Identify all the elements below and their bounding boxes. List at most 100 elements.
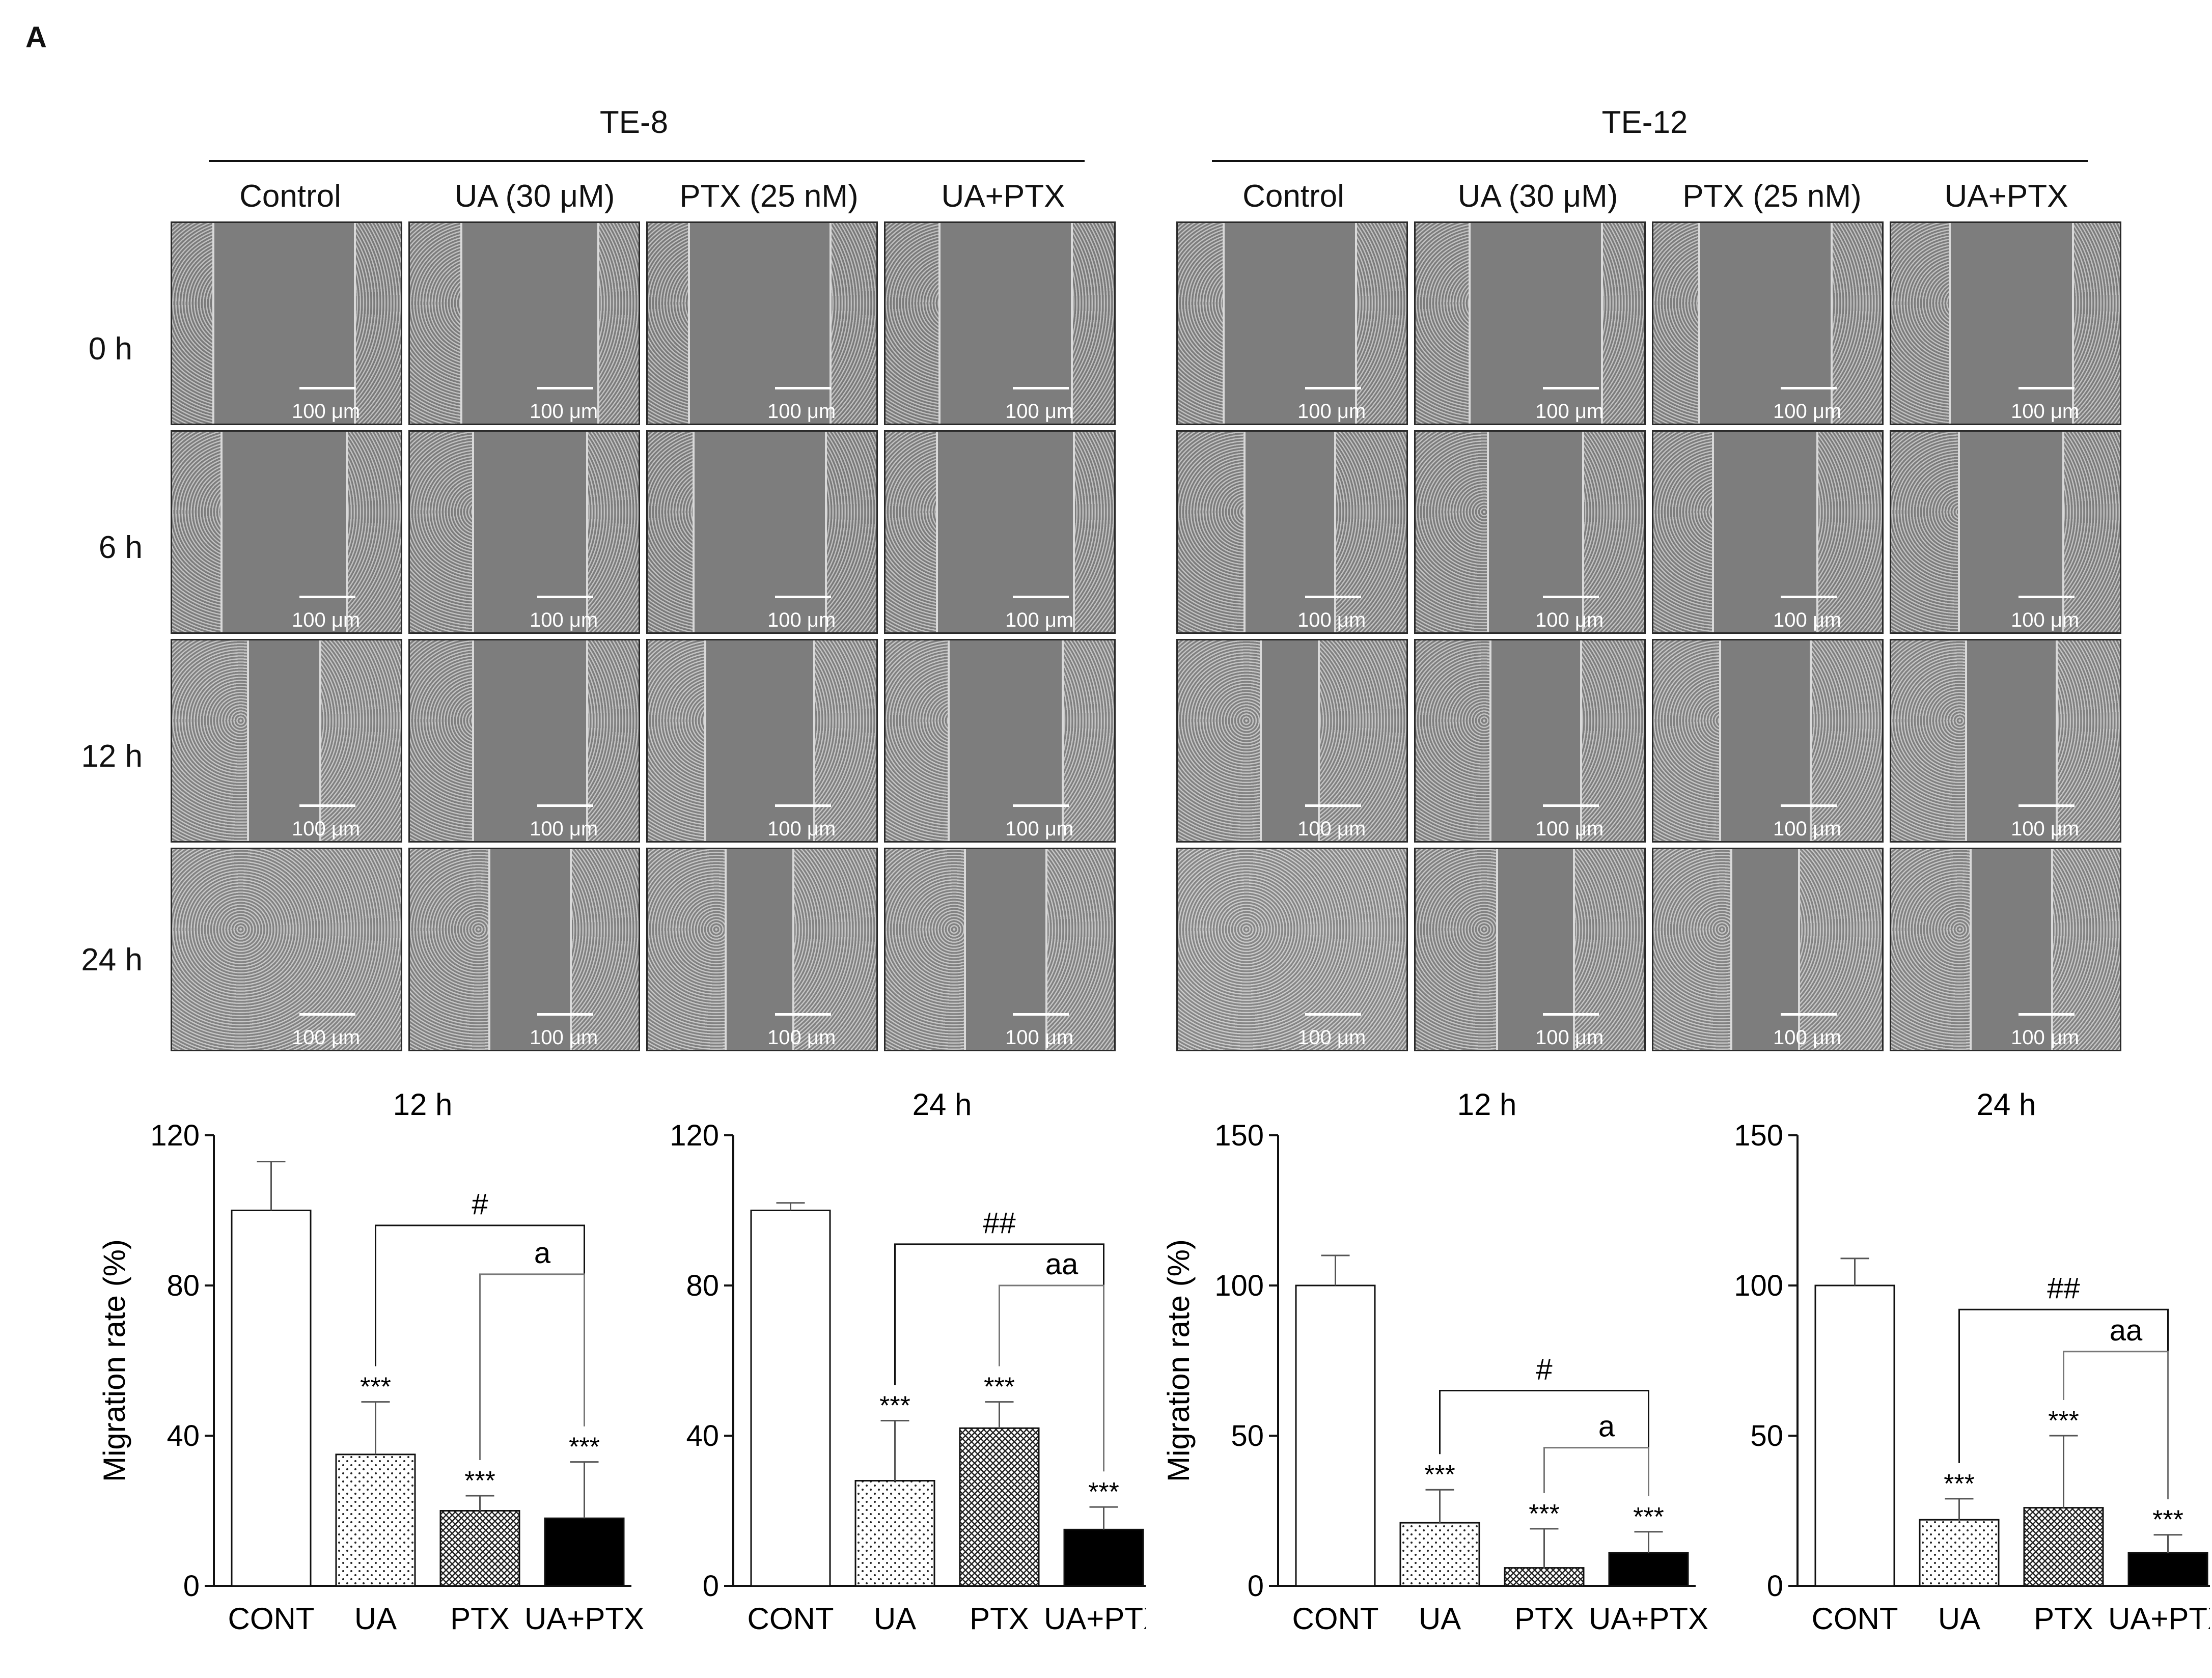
micrograph-te-8-r1-c3: 100 μm [884, 430, 1116, 634]
x-tick-label: UA+PTX [1044, 1602, 1146, 1636]
wound-gap [964, 849, 1047, 1050]
y-tick-label: 150 [1734, 1119, 1783, 1152]
wound-edge [1573, 849, 1575, 1050]
bracket-label: aa [2110, 1314, 2143, 1347]
scale-bar [1013, 1013, 1069, 1016]
scale-bar-label: 100 μm [767, 1026, 836, 1049]
wound-edge [1601, 223, 1603, 424]
bar-ua-ptx [544, 1517, 625, 1587]
scale-bar [1305, 596, 1361, 598]
wound-edge [936, 432, 938, 632]
micrograph-te-8-r3-c0: 100 μm [171, 848, 402, 1051]
scale-bar-label: 100 μm [292, 1026, 361, 1049]
col-label-te12-ptx: PTX (25 nM) [1682, 179, 1862, 214]
scale-bar [775, 596, 831, 598]
significance-bracket [1439, 1390, 1649, 1496]
scale-bar-label: 100 μm [2011, 400, 2080, 423]
wound-edge [488, 849, 490, 1050]
wound-gap [1719, 640, 1812, 841]
micrograph-te-8-r3-c3: 100 μm [884, 848, 1116, 1051]
micrograph-te-8-r1-c1: 100 μm [408, 430, 640, 634]
x-tick-label: PTX [970, 1602, 1029, 1636]
wound-edge [2062, 432, 2064, 632]
row-label-12h: 12 h [81, 739, 143, 774]
scale-bar-label: 100 μm [1773, 400, 1842, 423]
significance-bracket [479, 1273, 585, 1460]
bar-ua-ptx [1608, 1552, 1689, 1587]
wound-edge [1970, 849, 1972, 1050]
wound-edge [830, 223, 832, 424]
wound-edge [1496, 849, 1498, 1050]
scale-bar-label: 100 μm [767, 400, 836, 423]
col-label-te8-uaptx: UA+PTX [941, 179, 1065, 214]
scale-bar [1543, 1013, 1599, 1016]
scale-bar [775, 804, 831, 807]
wound-gap [938, 223, 1073, 424]
wound-gap [1712, 432, 1818, 632]
micrograph-grid-te12: 100 μm 100 μm 100 μm 100 μm 100 μm 100 μm 100 … [1176, 221, 2131, 1056]
x-tick-label: CONT [228, 1602, 315, 1636]
wound-edge [354, 223, 356, 424]
wound-gap [1260, 640, 1320, 841]
wound-edge [1334, 432, 1336, 632]
wound-edge [220, 432, 223, 632]
wound-edge [1489, 640, 1491, 841]
wound-edge [693, 432, 695, 632]
scale-bar [1543, 596, 1599, 598]
scale-bar [299, 596, 355, 598]
scale-bar-label: 100 μm [530, 609, 598, 631]
scale-bar [537, 596, 593, 598]
micrograph-te-8-r2-c0: 100 μm [171, 639, 402, 843]
wound-edge [570, 849, 572, 1050]
scale-bar-label: 100 μm [530, 400, 598, 423]
wound-gap [472, 432, 588, 632]
significance-bracket [999, 1284, 1104, 1472]
bar-cont [1295, 1284, 1376, 1587]
micrograph-te-12-r2-c0: 100 μm [1176, 639, 1408, 843]
wound-gap [212, 223, 356, 424]
micrograph-te-12-r3-c0: 100 μm [1176, 848, 1408, 1051]
micrograph-grid-te8: 100 μm 100 μm 100 μm 100 μm 100 μm 100 μm 100 … [171, 221, 1125, 1056]
scale-bar [299, 1013, 355, 1016]
micrograph-te-12-r2-c2: 100 μm [1652, 639, 1884, 843]
wound-gap [1698, 223, 1833, 424]
bar-cont [1814, 1284, 1895, 1587]
scale-bar [775, 1013, 831, 1016]
micrograph-te-8-r2-c1: 100 μm [408, 639, 640, 843]
scale-bar-label: 100 μm [292, 400, 361, 423]
scale-bar [1013, 387, 1069, 389]
scale-bar-label: 100 μm [2011, 609, 2080, 631]
scale-bar [537, 804, 593, 807]
wound-edge [1355, 223, 1357, 424]
micrograph-te-12-r2-c3: 100 μm [1890, 639, 2121, 843]
scale-bar-label: 100 μm [1297, 400, 1366, 423]
x-tick-label: UA+PTX [524, 1602, 644, 1636]
panel-label: A [25, 21, 47, 54]
col-label-te8-control: Control [239, 179, 341, 214]
wound-edge [472, 432, 474, 632]
x-tick-label: CONT [1292, 1602, 1379, 1636]
micrograph-te-8-r1-c2: 100 μm [646, 430, 878, 634]
chart-title: 24 h [1977, 1087, 2036, 1122]
wound-edge [1698, 223, 1700, 424]
wound-gap [247, 640, 321, 841]
y-tick-label: 50 [1750, 1419, 1783, 1452]
significance-bracket [2063, 1351, 2169, 1499]
wound-edge [2051, 849, 2053, 1050]
scale-bar [1305, 1013, 1361, 1016]
bracket-label: # [1536, 1353, 1552, 1386]
significance-label: *** [360, 1373, 391, 1402]
x-tick-label: UA [354, 1602, 397, 1636]
wound-gap [1949, 223, 2074, 424]
wound-edge [1071, 223, 1073, 424]
significance-label: *** [1424, 1460, 1455, 1490]
x-tick-label: UA [874, 1602, 916, 1636]
wound-gap [704, 640, 815, 841]
y-axis-label: Migration rate (%) [1162, 1239, 1196, 1482]
x-tick-label: CONT [748, 1602, 834, 1636]
wound-gap [936, 432, 1075, 632]
wound-edge [1958, 432, 1960, 632]
wound-gap [1487, 432, 1584, 632]
y-tick-label: 0 [183, 1570, 200, 1603]
wound-gap [688, 223, 832, 424]
